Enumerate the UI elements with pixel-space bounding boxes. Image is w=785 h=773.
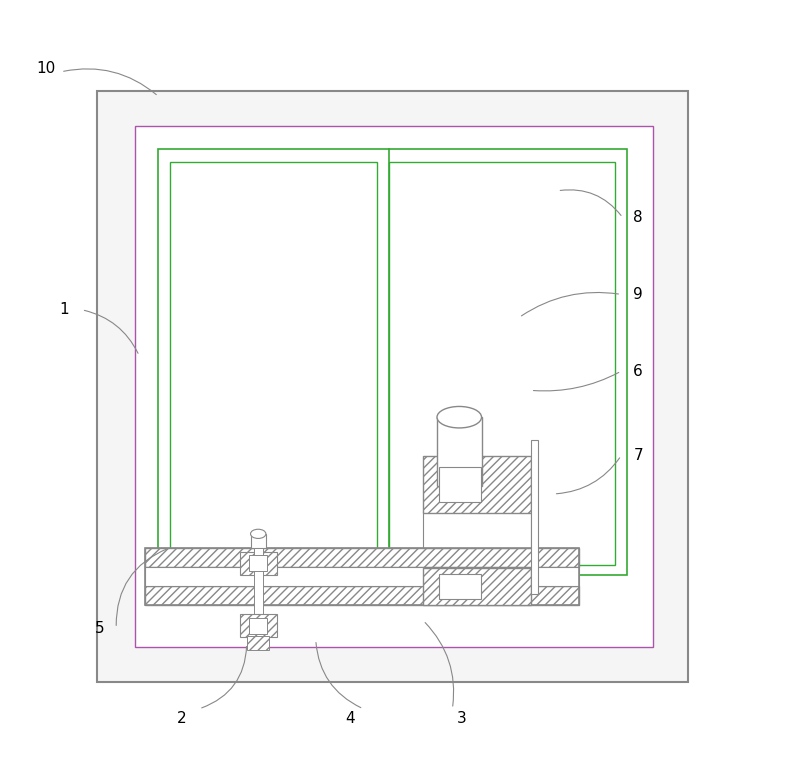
Bar — [423, 455, 531, 513]
Text: 1: 1 — [59, 302, 69, 317]
Bar — [135, 125, 653, 648]
Text: 7: 7 — [633, 448, 643, 463]
Bar — [423, 511, 531, 547]
Bar — [249, 618, 268, 634]
Bar — [439, 467, 480, 502]
Bar — [145, 567, 579, 586]
Text: 5: 5 — [94, 621, 104, 635]
Bar — [389, 162, 615, 564]
Text: 8: 8 — [633, 210, 643, 225]
Text: 2: 2 — [177, 710, 186, 726]
Bar — [170, 162, 377, 564]
Bar — [531, 440, 539, 594]
Bar — [250, 534, 266, 547]
Ellipse shape — [437, 407, 481, 428]
Bar — [97, 91, 688, 682]
Bar — [145, 547, 579, 567]
Bar — [254, 547, 263, 615]
Bar — [437, 417, 481, 486]
Text: 10: 10 — [36, 60, 55, 76]
Bar — [439, 574, 480, 599]
Text: 6: 6 — [633, 363, 643, 379]
Bar — [159, 148, 626, 574]
Text: 3: 3 — [457, 710, 466, 726]
Bar — [239, 551, 276, 574]
Bar — [239, 615, 276, 638]
Text: 4: 4 — [345, 710, 355, 726]
Ellipse shape — [250, 530, 266, 539]
Bar — [247, 636, 269, 650]
Bar — [145, 547, 579, 605]
Bar — [249, 555, 268, 570]
Bar — [423, 568, 531, 605]
Bar — [145, 586, 579, 605]
Text: 9: 9 — [633, 287, 643, 302]
